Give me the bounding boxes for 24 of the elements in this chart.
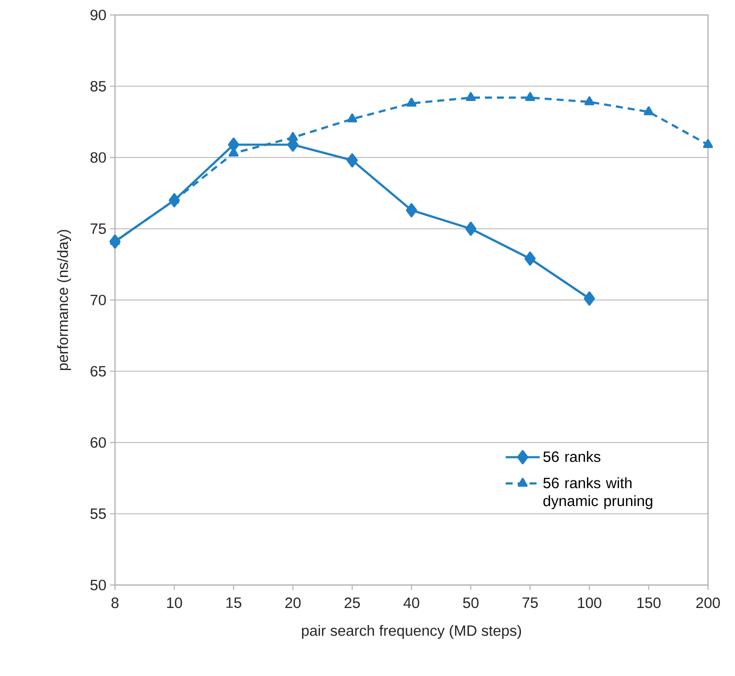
- y-tick-label: 75: [90, 224, 106, 234]
- legend-label: 56 ranks: [543, 451, 600, 462]
- y-tick-label: 50: [90, 580, 106, 590]
- y-tick-label: 90: [90, 10, 106, 20]
- x-tick-label: 40: [404, 598, 420, 608]
- legend-label: 56 ranks with dynamic pruning: [543, 477, 652, 510]
- y-tick-label: 70: [90, 294, 106, 306]
- x-tick-label: 150: [637, 598, 661, 608]
- x-tick-label: 25: [344, 598, 360, 608]
- x-tick-label: 75: [522, 598, 538, 608]
- x-axis-title: pair search frequency (MD steps): [302, 624, 521, 639]
- x-tick-label: 8: [112, 598, 118, 608]
- x-tick-label: 200: [696, 598, 720, 608]
- y-tick-label: 65: [90, 366, 106, 377]
- x-tick-label: 20: [285, 598, 301, 608]
- y-tick-label: 85: [90, 80, 106, 92]
- y-axis-title: performance (ns/day): [57, 230, 72, 370]
- y-tick-label: 80: [90, 152, 106, 163]
- x-tick-label: 50: [463, 598, 479, 608]
- x-tick-label: 15: [226, 598, 242, 608]
- y-tick-label: 55: [90, 508, 106, 519]
- y-tick-label: 60: [90, 437, 106, 448]
- x-tick-label: 100: [578, 598, 602, 608]
- x-tick-label: 10: [167, 598, 182, 608]
